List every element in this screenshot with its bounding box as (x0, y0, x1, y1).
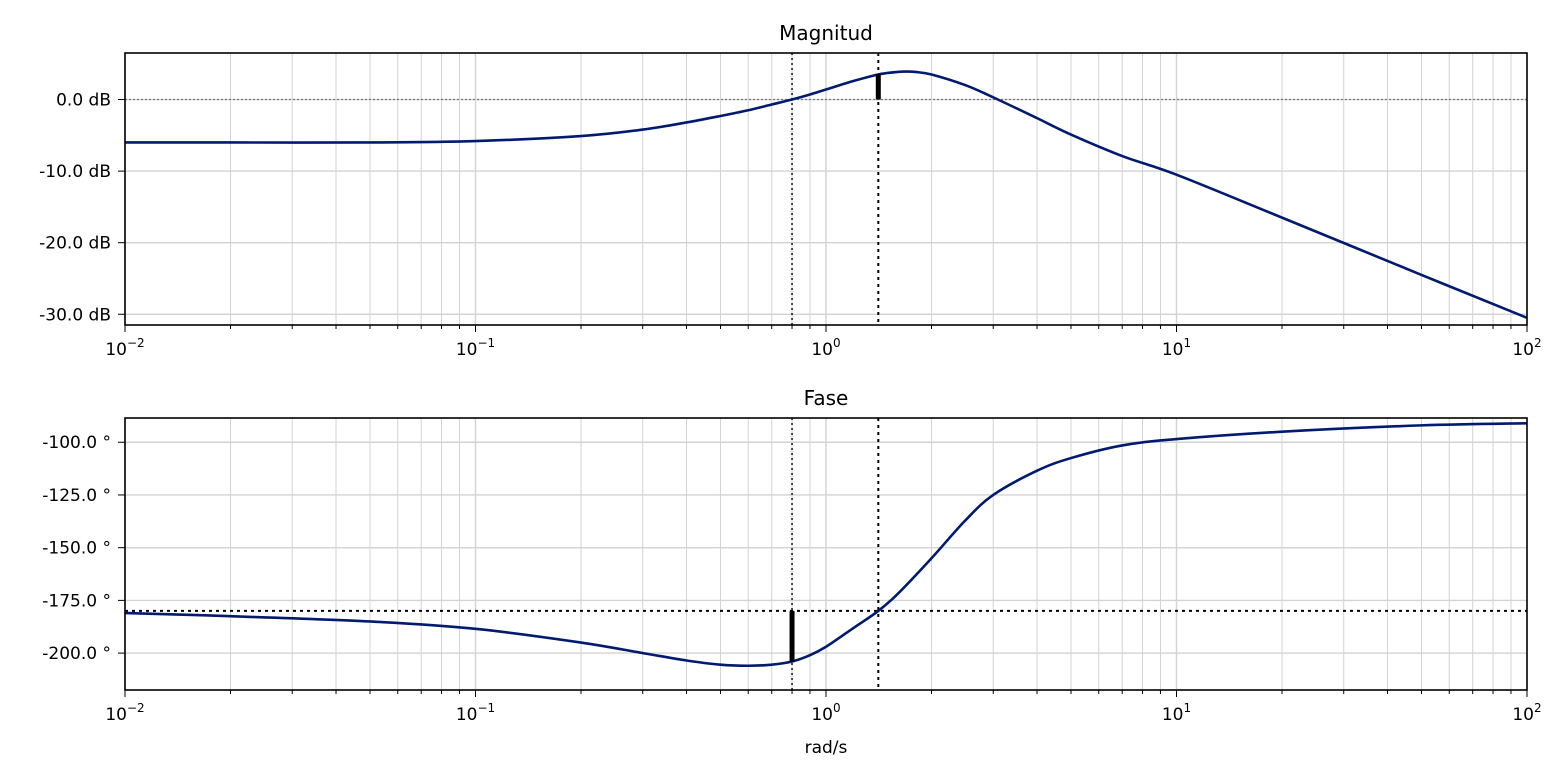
magnitude-series (125, 70, 1528, 320)
magnitude-y-ticks: 0.0 dB -10.0 dB -20.0 dB -30.0 dB (39, 91, 125, 325)
magnitude-y-tick-label: -10.0 dB (39, 162, 111, 182)
phase-series (124, 421, 1528, 668)
phase-y-tick-label: -175.0 ° (42, 591, 111, 611)
phase-panel: Fase 10−2 10−1 100 101 102 -100.0 °-125.0 °-… (42, 386, 1541, 758)
phase-x-tick-label: 101 (1162, 701, 1191, 725)
phase-x-tick-label: 100 (811, 701, 840, 725)
phase-y-tick-label: -125.0 ° (42, 486, 111, 506)
phase-y-tick-label: -150.0 ° (42, 539, 111, 559)
magnitude-curve (125, 70, 1528, 320)
phase-title: Fase (804, 386, 849, 410)
phase-x-tick-label: 102 (1512, 701, 1541, 725)
magnitude-x-tick-label: 10−1 (456, 336, 495, 360)
magnitude-x-tick-label: 10−2 (105, 336, 144, 360)
magnitude-y-tick-label: -20.0 dB (39, 234, 111, 254)
phase-x-ticks: 10−2 10−1 100 101 102 (105, 690, 1542, 725)
phase-grid (124, 418, 1527, 690)
magnitude-x-ticks: 10−2 10−1 100 101 102 (105, 325, 1542, 360)
phase-y-tick-label: -200.0 ° (42, 644, 111, 664)
magnitude-panel: Magnitud 10−2 10−1 100 101 102 0.0 dB -10.0 d… (39, 21, 1541, 360)
phase-curve (124, 421, 1528, 668)
magnitude-x-tick-label: 102 (1512, 336, 1541, 360)
magnitude-x-tick-label: 100 (811, 336, 840, 360)
magnitude-title: Magnitud (779, 21, 873, 45)
phase-x-tick-label: 10−2 (105, 701, 144, 725)
phase-x-tick-label: 10−1 (456, 701, 495, 725)
phase-y-tick-label: -100.0 ° (42, 433, 111, 453)
phase-y-ticks: -100.0 ° -125.0 ° -150.0 ° -175.0 ° -200.0 ° (42, 433, 125, 664)
magnitude-x-tick-label: 101 (1162, 336, 1191, 360)
magnitude-y-tick-label: -30.0 dB (39, 305, 111, 325)
magnitude-y-tick-label: 0.0 dB (56, 91, 111, 111)
phase-x-axis-label: rad/s (805, 738, 848, 758)
